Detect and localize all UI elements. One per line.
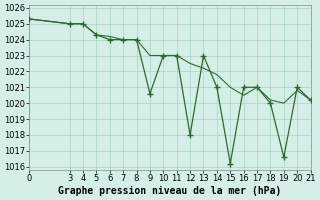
X-axis label: Graphe pression niveau de la mer (hPa): Graphe pression niveau de la mer (hPa) xyxy=(58,186,282,196)
